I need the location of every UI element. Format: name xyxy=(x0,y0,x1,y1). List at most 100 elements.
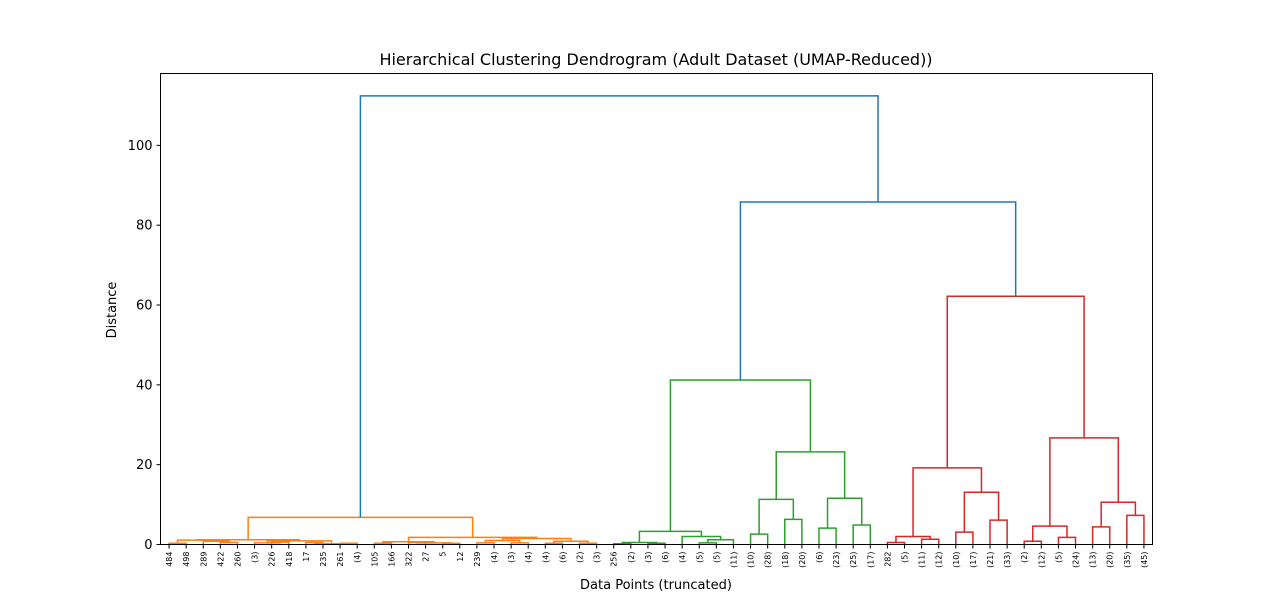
x-tick-label: 498 xyxy=(182,552,191,567)
dendrogram-link-o16 xyxy=(382,540,435,544)
dendrogram-link-g8 xyxy=(749,533,769,545)
dendrogram-link-r11 xyxy=(1091,526,1111,545)
x-tick-label: 422 xyxy=(216,552,225,567)
x-tick-label: 105 xyxy=(370,552,379,567)
x-tick-label: (45) xyxy=(1140,552,1149,568)
x-tick-label: 282 xyxy=(883,552,892,567)
x-tick-label: (20) xyxy=(798,552,807,568)
dendrogram-link-o21 xyxy=(578,542,598,545)
x-tick-label: 12 xyxy=(456,552,465,562)
dendrogram-link-g11 xyxy=(818,527,837,545)
x-tick-label: (4) xyxy=(541,552,550,563)
dendrogram-link-r4 xyxy=(955,531,974,545)
x-tick-label: (5) xyxy=(901,552,910,563)
x-tick-label: (12) xyxy=(1037,552,1046,568)
dendrogram-link-g7 xyxy=(638,530,703,543)
x-tick-label: (21) xyxy=(986,552,995,568)
y-tick-label: 20 xyxy=(136,458,153,473)
x-tick-label: (12) xyxy=(935,552,944,568)
x-tick-label: (17) xyxy=(969,552,978,568)
dendrogram-link-b1 xyxy=(739,201,1017,381)
x-tick-label: 256 xyxy=(610,552,619,567)
x-tick-label: (3) xyxy=(507,552,516,563)
x-tick-label: 17 xyxy=(302,552,311,562)
x-tick-label: (10) xyxy=(952,552,961,568)
x-tick-label: (2) xyxy=(576,552,585,563)
dendrogram-link-o23 xyxy=(501,537,572,542)
x-tick-label: 27 xyxy=(422,552,431,562)
dendrogram-link-r7 xyxy=(912,467,983,537)
x-tick-label: (17) xyxy=(866,552,875,568)
x-tick-label: (3) xyxy=(593,552,602,563)
dendrogram-link-g12 xyxy=(852,524,872,545)
dendrogram-link-o9 xyxy=(313,542,350,545)
y-tick-label: 100 xyxy=(128,139,153,154)
x-tick-label: (5) xyxy=(695,552,704,563)
x-tick-label: 289 xyxy=(199,552,208,567)
x-tick-label: (23) xyxy=(832,552,841,568)
dendrogram-link-g14 xyxy=(775,451,846,500)
x-tick-label: 261 xyxy=(336,552,345,567)
dendrogram-link-g10 xyxy=(758,498,795,535)
x-tick-label: (4) xyxy=(524,552,533,563)
dendrogram-link-r2 xyxy=(920,538,940,545)
x-tick-label: (11) xyxy=(918,552,927,568)
dendrogram-link-g13 xyxy=(826,497,863,529)
x-tick-label: (6) xyxy=(558,552,567,563)
x-axis: 484 498 289 422 260 (3) 226 418 17 235 261 (4) 105 16… xyxy=(165,544,1149,568)
x-tick-label: (4) xyxy=(353,552,362,563)
x-tick-label: (2) xyxy=(1020,552,1029,563)
dendrogram-link-r13 xyxy=(1100,501,1137,527)
dendrogram-link-r5 xyxy=(989,519,1008,545)
dendrogram-link-g9 xyxy=(784,518,803,545)
plot-frame xyxy=(160,73,1153,545)
x-tick-label: (24) xyxy=(1072,552,1081,568)
x-tick-label: 484 xyxy=(165,552,174,567)
x-tick-label: (2) xyxy=(627,552,636,563)
dendrogram-link-o10 xyxy=(266,540,333,544)
x-tick-label: (18) xyxy=(781,552,790,568)
x-tick-label: 235 xyxy=(319,552,328,567)
x-tick-label: 239 xyxy=(473,552,482,567)
dendrogram-link-r8 xyxy=(1023,540,1043,545)
dendrogram-link-o22 xyxy=(553,540,589,544)
x-tick-label: (28) xyxy=(764,552,773,568)
y-tick-label: 40 xyxy=(136,378,153,393)
dendrogram-link-r14 xyxy=(1049,437,1120,527)
dendrogram-link-o3 xyxy=(202,540,230,545)
x-tick-label: (6) xyxy=(661,552,670,563)
y-axis-label: Distance xyxy=(105,282,120,339)
x-axis-label: Data Points (truncated) xyxy=(580,578,732,593)
dendrogram-links xyxy=(168,95,1145,545)
x-tick-label: (4) xyxy=(490,552,499,563)
x-tick-label: (20) xyxy=(1106,552,1115,568)
x-tick-label: (33) xyxy=(1003,552,1012,568)
dendrogram-link-r10 xyxy=(1032,525,1068,542)
dendrogram-link-g15 xyxy=(669,379,812,532)
dendrogram-link-o25 xyxy=(247,516,474,540)
x-tick-label: (5) xyxy=(1054,552,1063,563)
x-tick-label: (10) xyxy=(747,552,756,568)
x-tick-label: (11) xyxy=(729,552,738,568)
x-tick-label: 226 xyxy=(268,552,277,567)
y-tick-label: 80 xyxy=(136,219,153,234)
x-tick-label: (3) xyxy=(251,552,260,563)
chart-title: Hierarchical Clustering Dendrogram (Adul… xyxy=(379,50,932,69)
dendrogram-link-o1 xyxy=(168,542,187,545)
dendrogram-link-g6 xyxy=(681,535,722,545)
dendrogram-link-r12 xyxy=(1126,514,1145,545)
dendrogram-link-r9 xyxy=(1057,536,1077,545)
dendrogram-link-g2 xyxy=(647,542,666,545)
dendrogram-link-r3 xyxy=(895,535,931,543)
x-tick-label: 260 xyxy=(233,552,242,567)
y-axis: 0 20 40 60 80 100 xyxy=(128,139,161,553)
x-tick-label: 5 xyxy=(439,552,448,557)
x-tick-label: (25) xyxy=(849,552,858,568)
y-tick-label: 60 xyxy=(136,299,153,314)
dendrogram-link-o12 xyxy=(373,542,393,545)
x-tick-label: 418 xyxy=(285,552,294,567)
dendrogram-link-b2 xyxy=(359,95,879,518)
x-tick-label: 166 xyxy=(387,552,396,567)
x-tick-label: (6) xyxy=(815,552,824,563)
